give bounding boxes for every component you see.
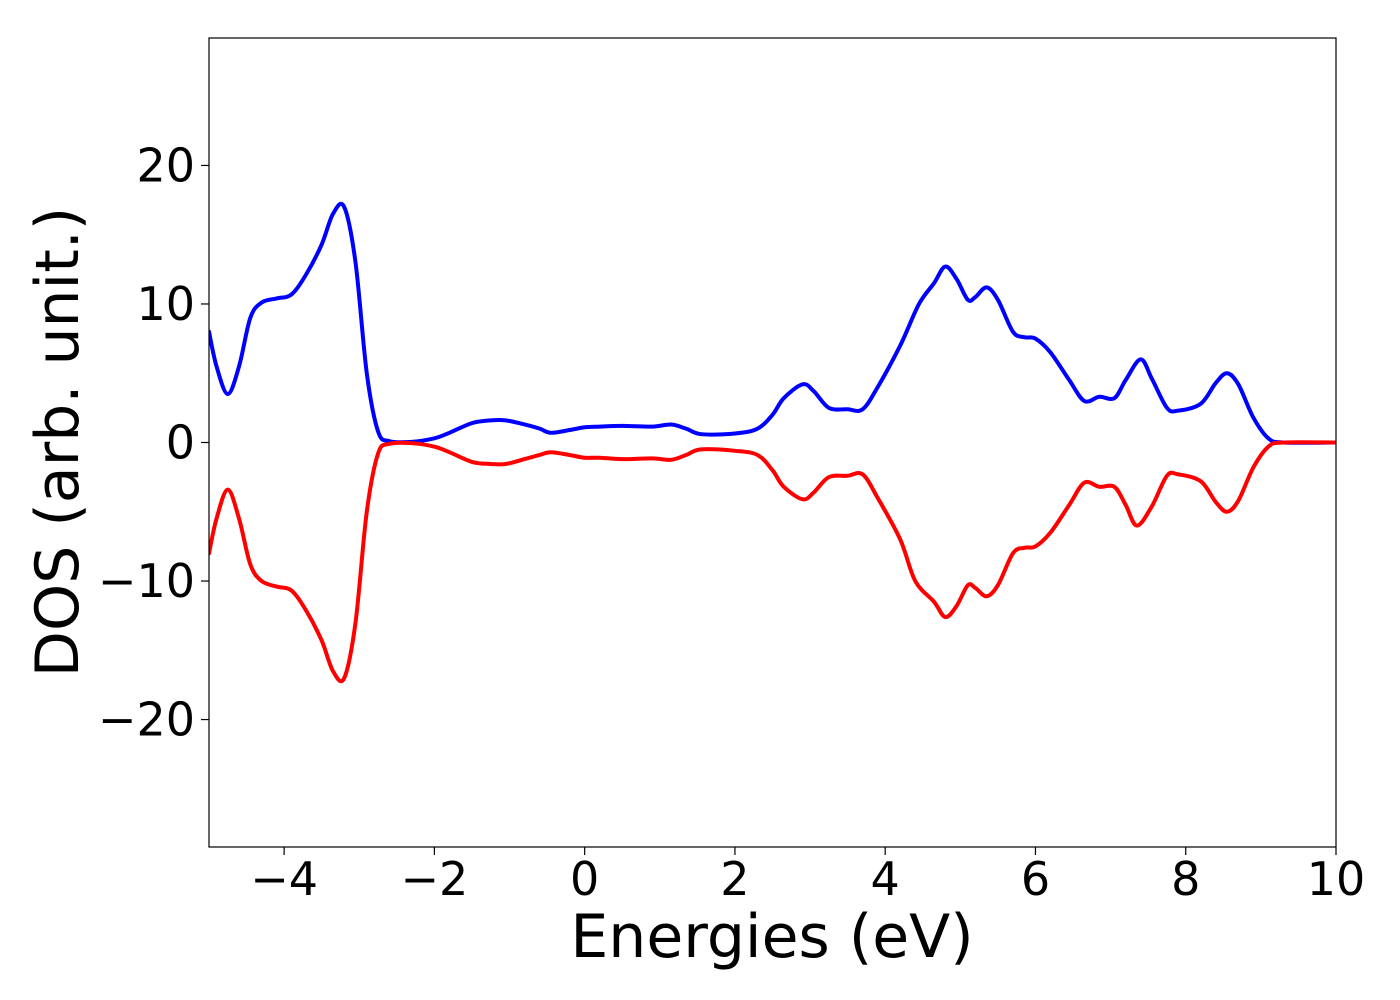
y-tick-label: −20 — [98, 693, 195, 747]
x-tick-label: 10 — [1307, 852, 1366, 906]
x-tick-label: 6 — [1021, 852, 1050, 906]
y-axis-label: DOS (arb. unit.) — [23, 207, 93, 677]
x-axis: −4 −2 0 2 4 6 8 10 — [250, 847, 1365, 906]
x-tick-label: −4 — [250, 852, 318, 906]
series-layer — [209, 201, 1336, 684]
y-tick-label: 10 — [136, 277, 195, 331]
y-tick-label: 0 — [166, 416, 195, 470]
x-tick-label: 2 — [720, 852, 749, 906]
plot-background — [209, 38, 1336, 847]
x-axis-label: Energies (eV) — [570, 902, 973, 972]
dos-curve-negative — [209, 440, 1336, 684]
y-tick-label: −10 — [98, 554, 195, 608]
x-tick-label: −2 — [400, 852, 468, 906]
dos-curve-positive — [209, 201, 1336, 445]
y-axis: 20 10 0 −10 −20 — [98, 138, 209, 747]
x-tick-label: 4 — [871, 852, 900, 906]
x-tick-label: 0 — [570, 852, 599, 906]
y-tick-label: 20 — [136, 138, 195, 192]
x-tick-label: 8 — [1171, 852, 1200, 906]
